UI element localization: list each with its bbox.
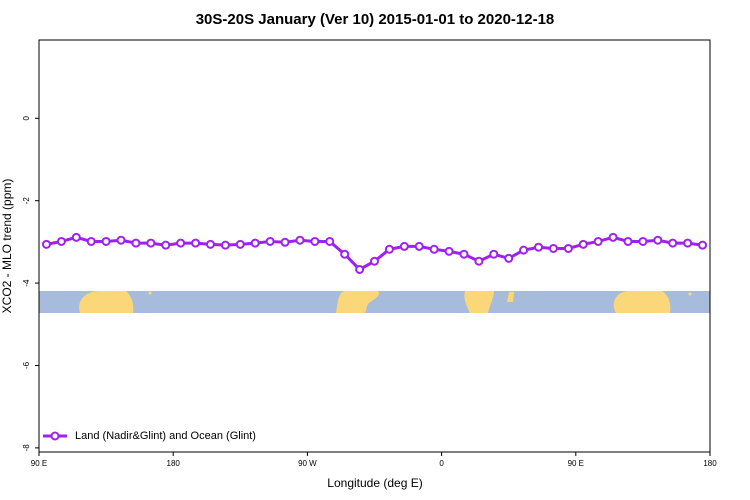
- point: [698, 240, 708, 250]
- point: [548, 243, 558, 253]
- point: [653, 235, 663, 245]
- point: [474, 256, 484, 266]
- point: [56, 236, 66, 246]
- land: [613, 291, 671, 313]
- x-tick-label: 180: [703, 459, 717, 468]
- point: [414, 241, 424, 251]
- point: [459, 249, 469, 259]
- point: [593, 236, 603, 246]
- point: [101, 236, 111, 246]
- point: [638, 236, 648, 246]
- point: [504, 253, 514, 263]
- land: [464, 291, 494, 313]
- point: [131, 238, 141, 248]
- point: [191, 238, 201, 248]
- point: [534, 242, 544, 252]
- land: [79, 291, 134, 313]
- point: [578, 239, 588, 249]
- point: [355, 264, 365, 274]
- map-strip: [39, 291, 710, 313]
- point: [563, 243, 573, 253]
- point: [265, 236, 275, 246]
- point: [444, 246, 454, 256]
- point: [176, 238, 186, 248]
- legend-label: Land (Nadir&Glint) and Ocean (Glint): [75, 430, 256, 442]
- land: [336, 291, 379, 313]
- y-tick-label: -2: [22, 197, 31, 205]
- ocean: [39, 291, 710, 313]
- point: [295, 235, 305, 245]
- point: [71, 232, 81, 242]
- land: [688, 292, 692, 296]
- legend-marker: [50, 431, 60, 441]
- point: [384, 244, 394, 254]
- y-tick-label: -4: [22, 279, 31, 287]
- land: [507, 292, 514, 302]
- point: [86, 236, 96, 246]
- point: [146, 238, 156, 248]
- x-tick-label: 90 E: [31, 459, 47, 468]
- point: [608, 232, 618, 242]
- point: [310, 236, 320, 246]
- point: [205, 239, 215, 249]
- x-tick-label: 0: [439, 459, 444, 468]
- chart-title: 30S-20S January (Ver 10) 2015-01-01 to 2…: [196, 11, 555, 28]
- point: [429, 244, 439, 254]
- y-tick-label: -8: [22, 444, 31, 452]
- point: [683, 238, 693, 248]
- point: [250, 238, 260, 248]
- point: [370, 256, 379, 266]
- x-axis-label: Longitude (deg E): [327, 476, 422, 490]
- y-tick-label: -6: [22, 361, 31, 369]
- point: [220, 240, 230, 250]
- y-axis-label: XCO2 - MLO trend (ppm): [0, 179, 14, 314]
- point: [325, 236, 335, 246]
- point: [116, 235, 126, 245]
- y-tick-label: 0: [22, 116, 31, 121]
- point: [489, 249, 499, 259]
- point: [280, 237, 290, 247]
- point: [519, 245, 529, 255]
- point: [235, 239, 245, 249]
- x-tick-label: 90 E: [568, 459, 584, 468]
- plot-frame: [38, 39, 711, 453]
- point: [399, 241, 409, 251]
- x-tick-label: 90 W: [298, 459, 317, 468]
- point: [668, 238, 678, 248]
- point: [161, 240, 171, 250]
- point: [623, 236, 633, 246]
- point: [41, 239, 51, 249]
- point: [340, 249, 350, 259]
- land: [148, 291, 152, 295]
- x-tick-label: 180: [167, 459, 181, 468]
